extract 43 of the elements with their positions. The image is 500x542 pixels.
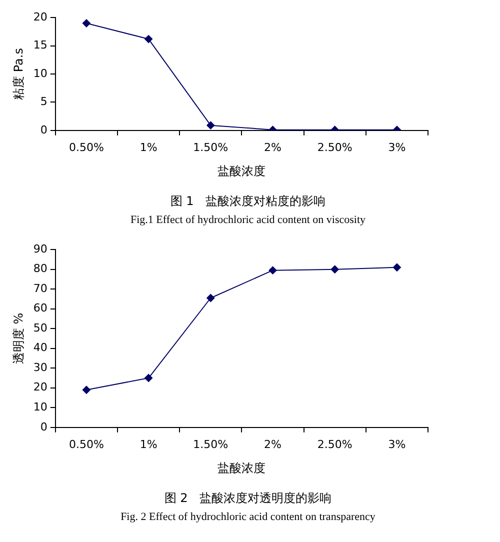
x-tick-label: 2% — [264, 140, 282, 154]
y-tick-label: 20 — [33, 10, 48, 24]
point — [206, 294, 215, 302]
point — [392, 263, 401, 272]
y-tick-label: 80 — [33, 262, 48, 276]
x-tick-label: 1% — [140, 140, 158, 154]
x-tick-label: 0.50% — [68, 140, 104, 154]
point — [330, 265, 339, 274]
y-tick-label: 70 — [33, 282, 48, 295]
y-tick-label: 60 — [33, 302, 48, 315]
x-tick-label: 0.50% — [68, 438, 104, 451]
point — [268, 266, 277, 274]
x-tick-label: 1% — [140, 438, 158, 451]
y-tick-label: 40 — [33, 341, 48, 354]
y-tick-label: 15 — [33, 38, 48, 52]
y-tick-label: 30 — [33, 360, 48, 374]
x-axis-title: 盐酸浓度 — [218, 164, 266, 178]
caption: 图 1 盐酸浓度对粘度的影响 — [169, 193, 327, 210]
point — [82, 386, 90, 394]
y-tick-label: 10 — [33, 400, 48, 414]
y-tick-label: 50 — [33, 321, 48, 334]
point — [82, 19, 90, 28]
caption: Fig. 2 Effect of hydrochloric acid content on transparency — [120, 511, 376, 523]
x-tick-label: 2.50% — [317, 140, 352, 154]
y-tick-label: 20 — [33, 380, 48, 394]
x-axis-title: 盐酸浓度 — [218, 460, 266, 475]
y-tick-label: 0 — [40, 123, 48, 136]
y-axis-title: 粘度 Pa.s — [11, 48, 26, 100]
x-tick-label: 3% — [388, 140, 406, 154]
y-tick-label: 90 — [33, 242, 48, 256]
caption: 图 2 盐酸浓度对透明度的影响 — [163, 490, 333, 507]
y-tick-label: 5 — [40, 95, 48, 108]
point — [144, 374, 153, 382]
x-tick-label: 3% — [388, 438, 406, 451]
x-tick-label: 1.50% — [193, 438, 228, 451]
y-tick-label: 0 — [40, 420, 48, 434]
x-tick-label: 2.50% — [317, 438, 352, 451]
y-axis-title: 透明度 % — [11, 312, 26, 364]
y-tick-label: 10 — [33, 66, 48, 80]
point — [144, 35, 153, 44]
x-tick-label: 1.50% — [193, 140, 228, 154]
x-tick-label: 2% — [264, 438, 282, 451]
caption: Fig.1 Effect of hydrochloric acid content on viscosity — [129, 214, 367, 226]
